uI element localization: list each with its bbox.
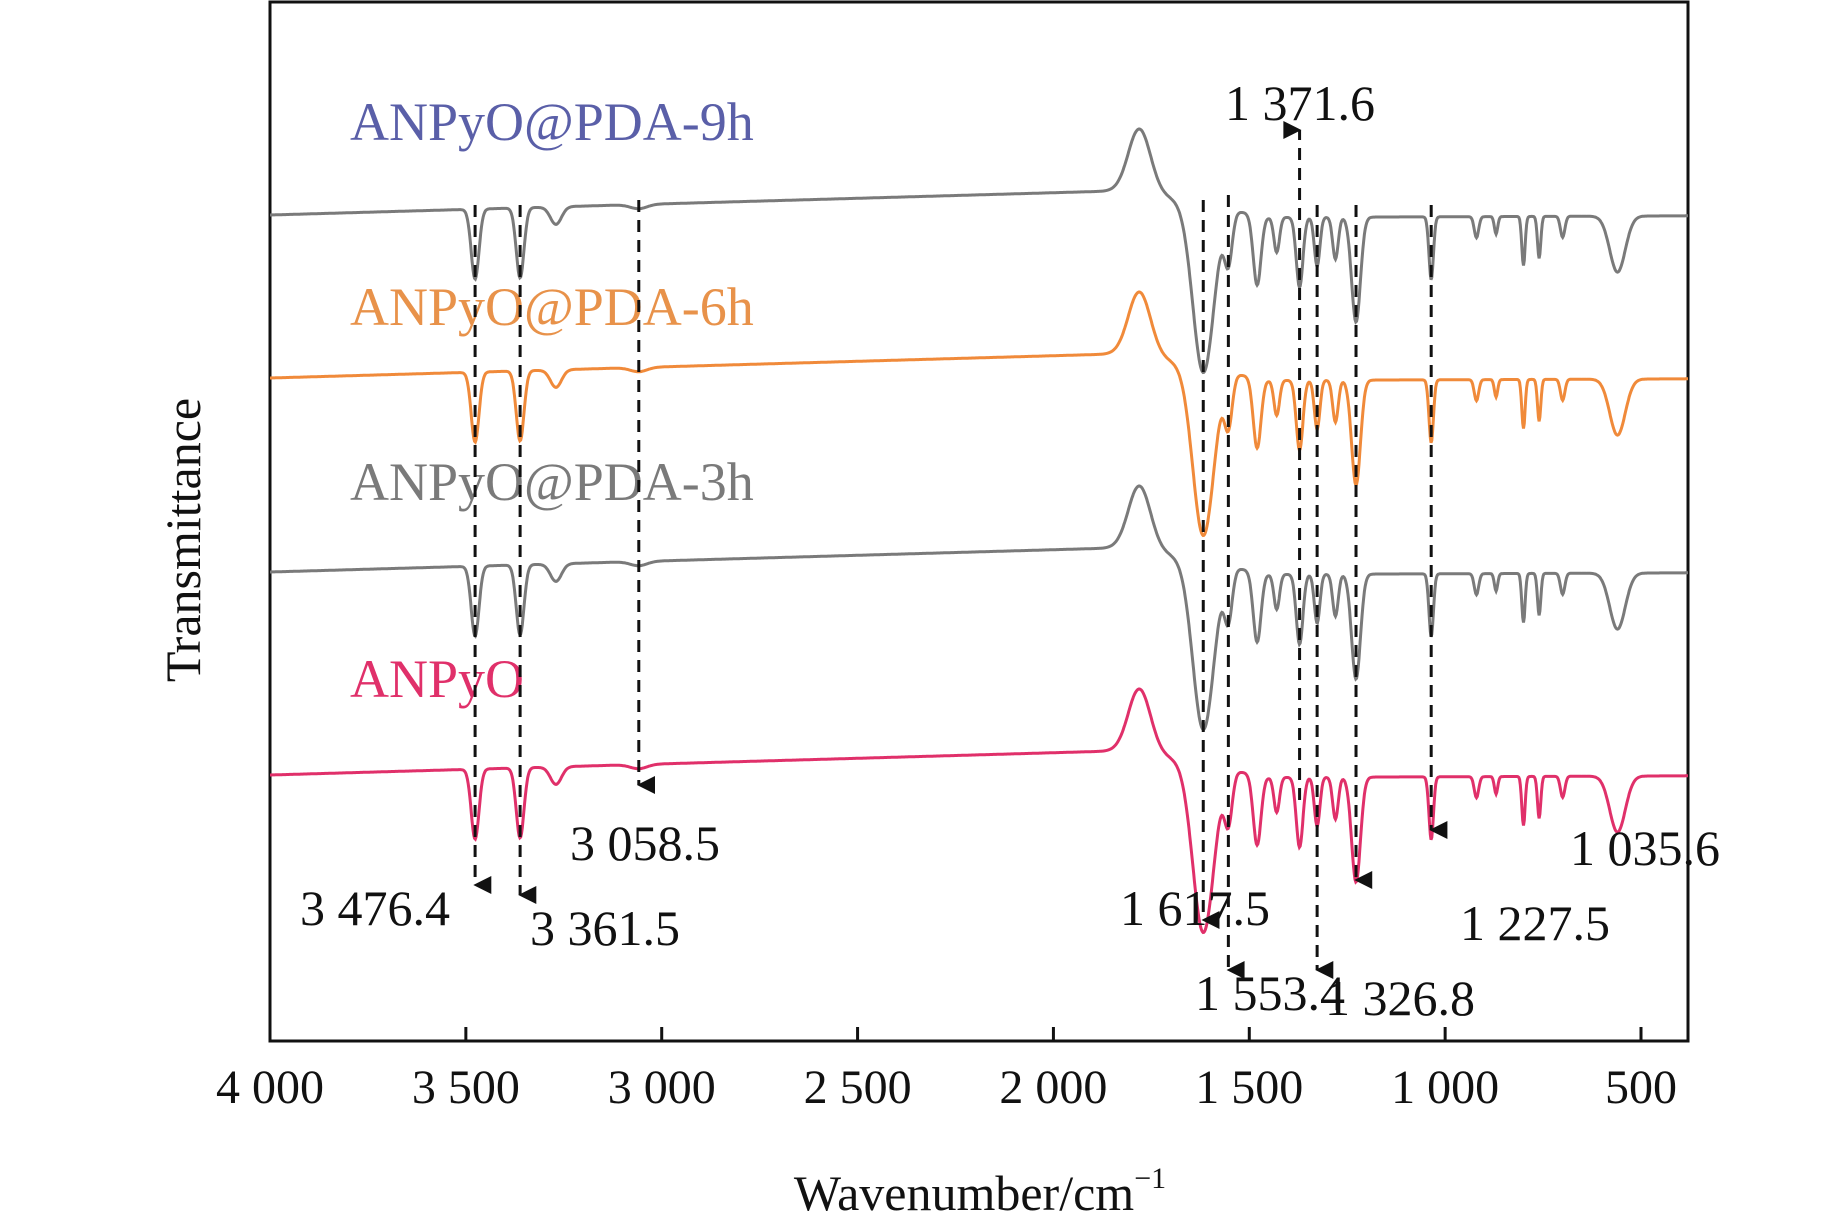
x-tick-label-3000: 3 000 [608,1061,716,1114]
x-tick-label-4000: 4 000 [216,1061,324,1114]
x-tick-label-1000: 1 000 [1391,1061,1499,1114]
series-line-anpyo [270,687,1688,935]
annotation-label-3-476-4: 3 476.4 [300,880,450,936]
series-layer: ANPyO@PDA-9h ANPyO@PDA-6h ANPyO@PDA-3h ANPy… [270,92,1688,935]
annotation-1-035-6: 1 035.6 [1429,205,1720,876]
annotation-3-361-5: 3 361.5 [518,205,680,956]
series-line-anpyo-pda-6h [270,290,1688,538]
series-label-anpyo-pda-6h: ANPyO@PDA-6h [350,277,754,337]
series-label-anpyo-pda-9h: ANPyO@PDA-9h [350,92,754,152]
annotation-label-3-058-5: 3 058.5 [570,815,720,871]
annotation-label-1-035-6: 1 035.6 [1570,820,1720,876]
annotation-label-1-227-5: 1 227.5 [1460,895,1610,951]
x-axis-label-text: Wavenumber/cm [794,1165,1134,1221]
x-axis-label-superscript: −1 [1134,1162,1166,1195]
annotation-label-1-371-6: 1 371.6 [1225,75,1375,131]
annotation-label-1-326-8: 1 326.8 [1325,970,1475,1026]
x-tick-label-1500: 1 500 [1195,1061,1303,1114]
series-label-anpyo: ANPyO [350,649,524,709]
annotation-1-371-6: 1 371.6 [1225,75,1375,800]
y-axis-label: Transmittance [155,398,211,682]
annotation-3-476-4: 3 476.4 [300,205,492,936]
annotation-1-227-5: 1 227.5 [1354,205,1610,951]
x-tick-label-3500: 3 500 [412,1061,520,1114]
annotation-label-1-617-5: 1 617.5 [1120,880,1270,936]
x-tick-label-2500: 2 500 [804,1061,912,1114]
annotation-layer: 3 476.4 3 361.5 3 058.5 1 617.5 1 553.4 1 371… [300,75,1720,1026]
annotation-label-1-553-4: 1 553.4 [1195,965,1345,1021]
annotation-3-058-5: 3 058.5 [570,200,720,871]
annotation-1-326-8: 1 326.8 [1315,205,1475,1026]
plot-frame [268,0,1690,1043]
series-label-anpyo-pda-3h: ANPyO@PDA-3h [350,452,754,512]
x-axis-label: Wavenumber/cm−1 [794,1162,1166,1221]
annotation-1-617-5: 1 617.5 [1120,200,1270,936]
series-line-anpyo-pda-9h [270,127,1688,375]
x-axis-ticks: 4 000 3 500 3 000 2 500 2 000 1 500 1 000 500 [216,1027,1677,1114]
annotation-label-3-361-5: 3 361.5 [530,900,680,956]
x-tick-label-2000: 2 000 [999,1061,1107,1114]
x-tick-label-500: 500 [1605,1061,1677,1114]
series-line-anpyo-pda-3h [270,484,1688,732]
